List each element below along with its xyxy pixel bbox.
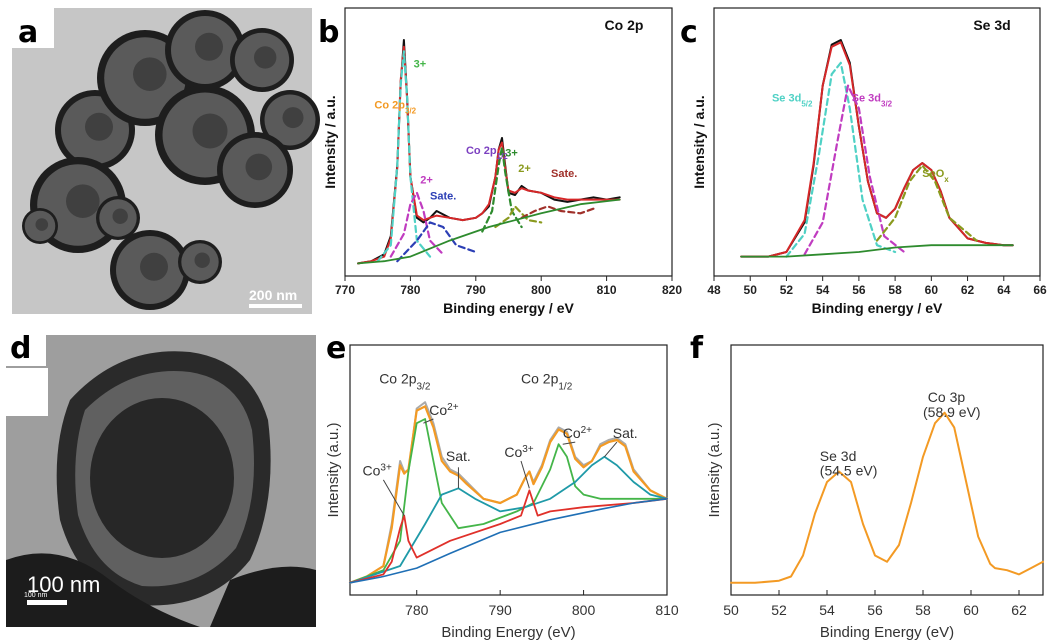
scale-bar-a	[249, 304, 302, 308]
x-tick-label: 820	[662, 283, 682, 297]
x-axis-title: Binding Energy (eV)	[820, 624, 954, 641]
series-line-spectrum	[731, 413, 1043, 583]
panel-label-e: e	[326, 331, 346, 366]
annotation-label: (54.5 eV)	[820, 463, 878, 479]
x-tick-label: 790	[488, 602, 512, 618]
x-tick-label: 52	[780, 283, 794, 297]
annotation-label: Sate.	[430, 191, 456, 203]
x-tick-label: 780	[405, 602, 429, 618]
scale-bar-d	[27, 600, 67, 605]
panel-label-b: b	[318, 15, 339, 50]
scale-text-d-small: 100 nm	[24, 592, 48, 599]
annotation-label: Co2+	[563, 424, 592, 441]
x-tick-label: 56	[852, 283, 866, 297]
x-tick-label: 780	[400, 283, 420, 297]
annotation-label: Sat.	[446, 448, 471, 464]
annotation-label: Co 2p3/2	[379, 370, 431, 392]
x-tick-label: 64	[997, 283, 1011, 297]
annotation-label: (58.9 eV)	[923, 404, 981, 420]
panel-label-d: d	[10, 331, 31, 366]
y-axis-title: Intensity (a.u.)	[706, 422, 723, 517]
x-tick-label: 54	[819, 602, 835, 618]
plot-frame	[345, 8, 672, 276]
annotation-label: Sat.	[613, 425, 638, 441]
x-tick-label: 52	[771, 602, 787, 618]
annotation-label: Co 2p3/2	[374, 99, 416, 115]
x-tick-label: 58	[888, 283, 902, 297]
annotation-label: 3+	[414, 58, 427, 70]
x-tick-label: 60	[963, 602, 979, 618]
panel-label-a: a	[18, 15, 38, 50]
annotation-label: 2+	[518, 163, 531, 175]
annotation-label: Co 2p1/2	[521, 370, 573, 392]
series-line-component	[397, 222, 476, 261]
x-tick-label: 50	[744, 283, 758, 297]
x-tick-label: 790	[466, 283, 486, 297]
annotation-label: Se 3d	[820, 448, 857, 464]
plot-frame	[714, 8, 1040, 276]
chart-f: 50 52 54 56 58 60 62 Binding Energy (eV) Intensi…	[706, 345, 1043, 641]
hollow-sphere	[230, 28, 294, 92]
series-line-fit	[741, 42, 1013, 256]
plot-frame	[731, 345, 1043, 595]
x-tick-label: 770	[335, 283, 355, 297]
blank-patch-d	[6, 368, 48, 416]
annotation-label: Co3+	[504, 443, 533, 460]
x-tick-label: 800	[572, 602, 596, 618]
annotation-label: 3+	[505, 147, 518, 159]
hollow-sphere	[96, 196, 140, 240]
annotation-label: Se 3d5/2	[772, 93, 813, 109]
x-tick-label: 54	[816, 283, 830, 297]
y-axis-title: Intensity / a.u.	[691, 95, 707, 188]
chart-e: 780 790 800 810 Binding Energy (eV) Intensity…	[325, 345, 679, 641]
x-tick-label: 50	[723, 602, 739, 618]
panel-a-tem-image: a 200 nm	[12, 8, 320, 314]
x-tick-label: 56	[867, 602, 883, 618]
chart-title: Co 2p	[605, 17, 644, 33]
x-axis-title: Binding Energy (eV)	[441, 624, 575, 641]
annotation-label: Co3+	[363, 462, 392, 479]
chart-c: 48 50 52 54 56 58 60 62 64 66 Binding energy / eV I…	[691, 8, 1047, 316]
x-axis-title: Binding energy / eV	[812, 300, 943, 316]
x-tick-label: 48	[707, 283, 721, 297]
hollow-sphere	[178, 240, 222, 284]
y-axis-title: Intensity (a.u.)	[325, 422, 342, 517]
panel-label-c: c	[680, 15, 698, 50]
x-tick-label: 800	[531, 283, 551, 297]
y-axis-title: Intensity / a.u.	[322, 95, 338, 188]
hollow-sphere	[110, 230, 190, 310]
x-tick-label: 58	[915, 602, 931, 618]
x-tick-label: 62	[1011, 602, 1027, 618]
annotation-label: Se 3d3/2	[852, 93, 893, 109]
hollow-sphere	[22, 208, 58, 244]
hollow-sphere	[217, 132, 293, 208]
scale-text-a: 200 nm	[249, 287, 297, 303]
chart-b: 770 780 790 800 810 820 Binding energy / eV Int…	[322, 8, 682, 316]
series-line-baseline	[741, 245, 1013, 256]
annotation-label: Co 3p	[928, 389, 966, 405]
panel-label-f: f	[690, 331, 704, 366]
x-tick-label: 66	[1033, 283, 1047, 297]
x-tick-label: 810	[597, 283, 617, 297]
panel-d-tem-image: d 100 nm 100 nm	[6, 330, 316, 627]
series-line-experimental	[741, 40, 1013, 257]
annotation-label: 2+	[420, 175, 433, 187]
annotation-label: Sate.	[551, 168, 577, 180]
x-axis-title: Binding energy / eV	[443, 300, 574, 316]
x-tick-label: 62	[961, 283, 975, 297]
chart-title: Se 3d	[973, 17, 1010, 33]
x-tick-label: 60	[925, 283, 939, 297]
x-tick-label: 810	[655, 602, 679, 618]
series-line-baseline	[358, 200, 620, 264]
annotation-label: Co2+	[429, 401, 458, 418]
